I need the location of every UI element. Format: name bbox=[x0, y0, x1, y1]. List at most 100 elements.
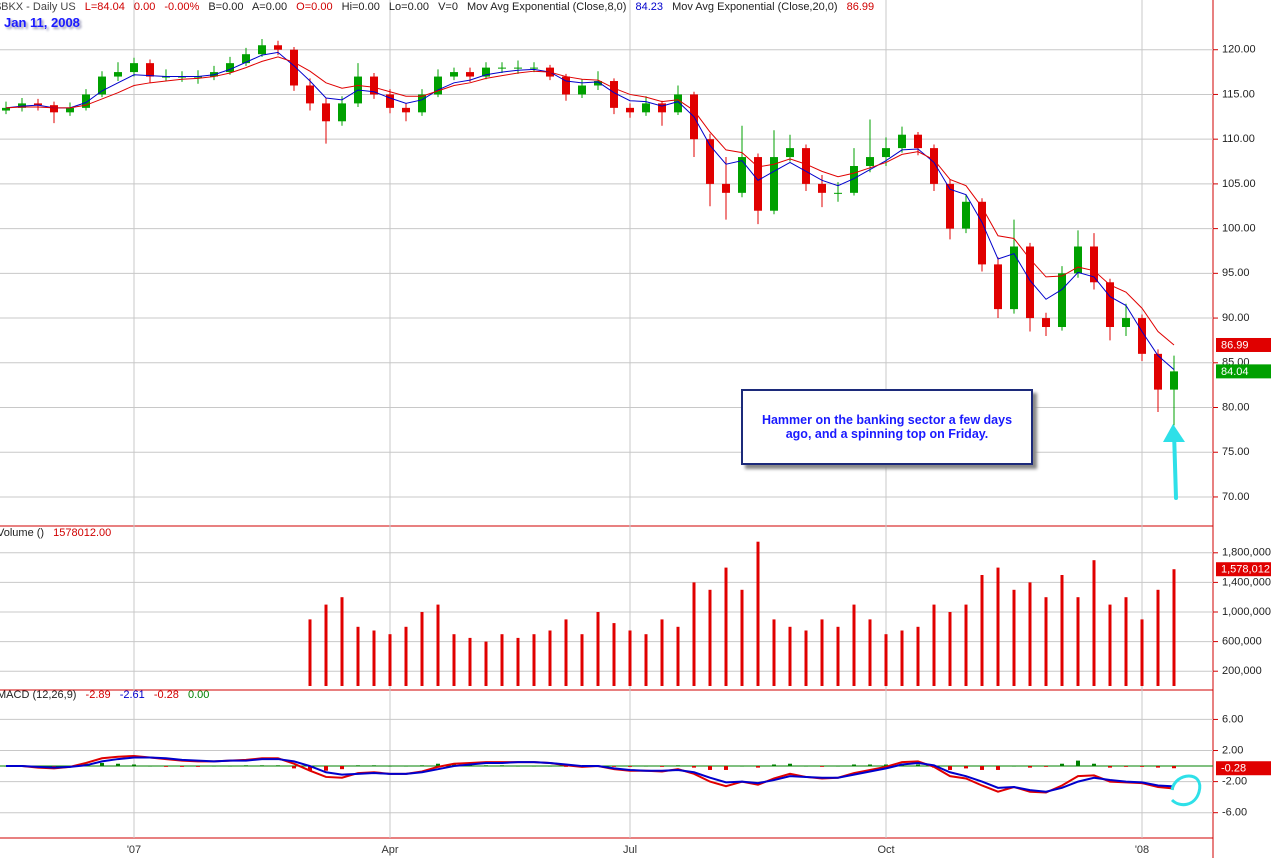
candle-body bbox=[642, 103, 650, 113]
candle-body bbox=[498, 67, 506, 69]
candle-body bbox=[1090, 246, 1098, 283]
bar bbox=[660, 619, 664, 686]
bar bbox=[564, 619, 568, 686]
histogram-bar bbox=[484, 765, 488, 767]
histogram-bar bbox=[1172, 766, 1176, 769]
histogram-bar bbox=[244, 765, 248, 767]
candle-body bbox=[738, 157, 746, 193]
histogram-bar bbox=[452, 763, 456, 767]
histogram-bar bbox=[548, 766, 552, 767]
candle-body bbox=[578, 85, 586, 95]
series-line bbox=[5, 56, 1175, 346]
header-value: 1578012.00 bbox=[53, 527, 112, 539]
histogram-bar bbox=[1060, 763, 1064, 767]
candle-body bbox=[1058, 273, 1066, 328]
y-tick-label: 115.00 bbox=[1222, 88, 1255, 100]
histogram-bar bbox=[516, 766, 520, 767]
candle-body bbox=[322, 103, 330, 122]
bar bbox=[404, 626, 408, 686]
bar bbox=[548, 630, 552, 686]
bar bbox=[628, 630, 632, 686]
candle-body bbox=[450, 72, 458, 77]
date-label: Jan 11, 2008 bbox=[4, 15, 80, 30]
y-tick-label: 200,000 bbox=[1222, 665, 1262, 677]
bar bbox=[596, 612, 600, 686]
x-tick-label: Apr bbox=[381, 844, 398, 856]
panel-title: Volume () bbox=[0, 527, 45, 539]
candle-body bbox=[306, 85, 314, 104]
x-tick-label: '07 bbox=[127, 844, 141, 856]
candle-body bbox=[1138, 318, 1146, 354]
last-value-box bbox=[1216, 364, 1271, 379]
candle-body bbox=[1106, 282, 1114, 328]
bar bbox=[996, 567, 1000, 686]
symbol: $BKX - Daily US bbox=[0, 1, 76, 13]
bar bbox=[836, 626, 840, 686]
histogram-bar bbox=[196, 766, 200, 767]
y-tick-label: 80.00 bbox=[1222, 401, 1250, 413]
panel-title: MACD (12,26,9) bbox=[0, 689, 77, 701]
bar bbox=[1012, 589, 1016, 686]
histogram-bar bbox=[164, 766, 168, 767]
y-tick-label: 100.00 bbox=[1222, 223, 1256, 235]
volume-header: Volume () 1578012.00 bbox=[0, 527, 117, 540]
bar bbox=[708, 589, 712, 686]
y-tick-label: -6.00 bbox=[1222, 807, 1247, 819]
last-value-box bbox=[1216, 761, 1271, 776]
bar bbox=[804, 630, 808, 686]
candle-body bbox=[946, 183, 954, 229]
candle-body bbox=[1170, 371, 1178, 390]
price-header: $BKX - Daily US L=84.04 0.00 -0.00% B=0.… bbox=[0, 1, 880, 14]
macd-header: MACD (12,26,9) -2.89 -2.61 -0.28 0.00 bbox=[0, 689, 215, 702]
histogram-bar bbox=[1108, 766, 1112, 768]
bar bbox=[468, 637, 472, 686]
candle-body bbox=[770, 157, 778, 211]
header-value: -2.89 bbox=[85, 689, 111, 701]
header-field: A=0.00 bbox=[251, 1, 288, 13]
candle-body bbox=[562, 76, 570, 95]
histogram-bar bbox=[916, 764, 920, 767]
histogram-bar bbox=[1156, 766, 1160, 768]
histogram-bar bbox=[324, 766, 328, 771]
last-value-label: -0.28 bbox=[1221, 763, 1246, 775]
bar bbox=[948, 612, 952, 686]
bar bbox=[1108, 604, 1112, 686]
histogram-bar bbox=[676, 765, 680, 767]
candle-body bbox=[898, 134, 906, 149]
y-tick-label: 105.00 bbox=[1222, 178, 1256, 190]
last-value-box bbox=[1216, 337, 1271, 352]
candle-body bbox=[258, 45, 266, 55]
last-value-label: 84.04 bbox=[1221, 366, 1249, 378]
bar bbox=[1124, 597, 1128, 686]
bar bbox=[1060, 575, 1064, 686]
last-value-label: 86.99 bbox=[1221, 339, 1249, 351]
candle-body bbox=[610, 81, 618, 108]
series-line bbox=[6, 756, 1175, 793]
histogram-bar bbox=[692, 766, 696, 768]
y-tick-label: 1,000,000 bbox=[1222, 606, 1271, 618]
y-tick-label: 95.00 bbox=[1222, 267, 1250, 279]
last-value-label: 1,578,012 bbox=[1221, 564, 1270, 576]
header-field: -0.00% bbox=[164, 1, 200, 13]
histogram-bar bbox=[532, 766, 536, 767]
bar bbox=[644, 634, 648, 686]
candle-body bbox=[66, 107, 74, 113]
bar bbox=[1092, 560, 1096, 686]
annotation-box: Hammer on the banking sector a few days … bbox=[741, 389, 1033, 465]
bar bbox=[868, 619, 872, 686]
bar bbox=[532, 634, 536, 686]
histogram-bar bbox=[804, 766, 808, 767]
histogram-bar bbox=[756, 766, 760, 768]
candle-body bbox=[146, 63, 154, 77]
histogram-bar bbox=[708, 766, 712, 770]
bar bbox=[692, 582, 696, 686]
bar bbox=[724, 567, 728, 686]
header-field: B=0.00 bbox=[208, 1, 244, 13]
bar bbox=[1044, 597, 1048, 686]
bar bbox=[612, 623, 616, 686]
histogram-bar bbox=[868, 764, 872, 767]
candle-body bbox=[482, 67, 490, 77]
legend-entry: Mov Avg Exponential (Close,20,0) bbox=[672, 1, 838, 13]
candle-body bbox=[226, 63, 234, 73]
